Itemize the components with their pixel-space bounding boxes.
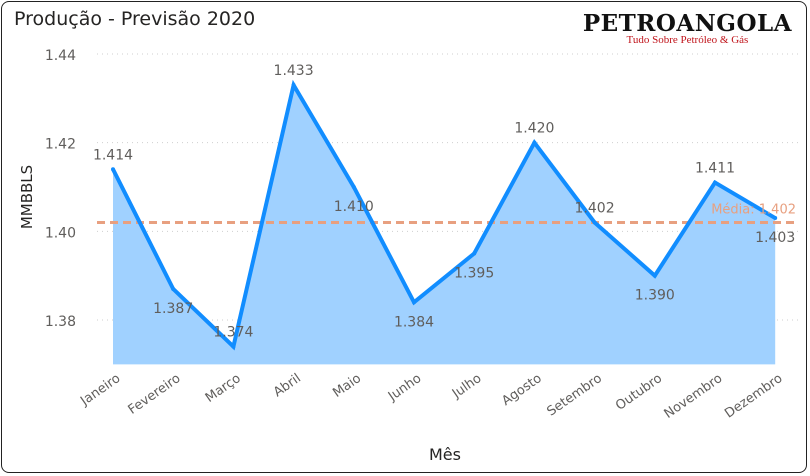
x-tick-label: Março [203,371,244,406]
x-tick-label: Abril [271,371,304,400]
y-tick-label: 1.38 [45,314,76,330]
data-label: 1.395 [454,266,494,282]
data-label: 1.411 [695,161,735,177]
data-label: 1.384 [394,314,434,330]
x-tick-label: Outubro [613,371,665,414]
area-fill [113,85,776,365]
data-point [532,140,537,145]
average-label: Média: 1.402 [711,202,796,217]
x-tick-label: Julho [449,371,485,402]
x-tick-label: Fevereiro [126,371,184,418]
data-point [171,286,176,291]
data-point [231,344,236,349]
data-label: 1.414 [93,147,133,163]
logo-tagline: Tudo Sobre Petróleo & Gás [626,34,749,46]
x-tick-label: Novembro [662,371,726,422]
data-point [713,180,717,185]
data-label: 1.390 [635,288,675,304]
data-label: 1.410 [334,199,374,215]
y-tick-label: 1.42 [45,137,76,153]
y-tick-label: 1.44 [45,48,76,64]
data-point [291,83,296,88]
x-tick-label: Agosto [499,371,544,409]
y-tick-label: 1.40 [45,225,76,241]
x-tick-label: Dezembro [722,371,785,422]
data-point [351,185,356,190]
data-label: 1.403 [755,230,795,246]
y-axis-title: MMBBLS [18,165,36,229]
data-point [652,273,657,278]
x-tick-label: Setembro [544,371,604,420]
x-tick-label: Janeiro [77,371,123,410]
series-line [111,79,777,351]
data-label: 1.402 [575,200,615,216]
data-label: 1.387 [153,301,193,317]
data-label: 1.433 [274,63,314,79]
chart-title: Produção - Previsão 2020 [14,8,256,30]
data-label: 1.420 [514,121,554,137]
x-axis-title: Mês [429,445,461,464]
petroangola-logo: PETROANGOLA Tudo Sobre Petróleo & Gás [583,10,792,46]
x-tick-label: Maio [330,371,364,401]
x-tick-label: Junho [385,371,424,405]
data-point [111,167,115,172]
data-point [773,216,778,221]
data-point [472,251,477,256]
data-point [592,220,597,225]
data-label: 1.374 [213,325,253,341]
data-point [412,300,416,305]
logo-name: PETROANGOLA [582,10,792,37]
